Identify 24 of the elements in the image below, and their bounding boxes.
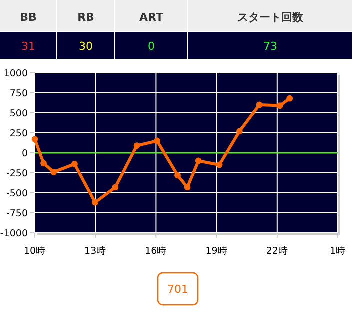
data-label: 30 bbox=[79, 40, 93, 53]
text: 701 bbox=[168, 283, 188, 296]
y-tick-label: -750 bbox=[6, 208, 28, 220]
y-tick-label: -250 bbox=[6, 168, 28, 180]
y-tick-label: 750 bbox=[10, 88, 28, 100]
x-tick-label: 19時 bbox=[206, 245, 228, 257]
x-tick-label: 13時 bbox=[84, 245, 107, 257]
x-tick-label: 1時 bbox=[330, 245, 346, 257]
y-tick-label: -500 bbox=[6, 188, 28, 200]
data-label: 31 bbox=[22, 40, 36, 53]
text: RB bbox=[78, 11, 94, 24]
y-tick-label: 1000 bbox=[4, 68, 28, 80]
x-tick-label: 10時 bbox=[24, 245, 46, 257]
data-label: 73 bbox=[264, 40, 278, 53]
y-tick-label: 500 bbox=[10, 108, 28, 120]
x-tick-label: 16時 bbox=[145, 245, 168, 257]
y-tick-label: 250 bbox=[10, 128, 28, 140]
text: ART bbox=[140, 11, 164, 24]
y-tick-label: -1000 bbox=[0, 228, 28, 240]
text: BB bbox=[20, 11, 37, 24]
text: スタート回数 bbox=[238, 11, 304, 24]
data-label: 0 bbox=[148, 40, 155, 53]
x-tick-label: 22時 bbox=[266, 245, 288, 257]
y-tick-label: 0 bbox=[22, 148, 28, 160]
